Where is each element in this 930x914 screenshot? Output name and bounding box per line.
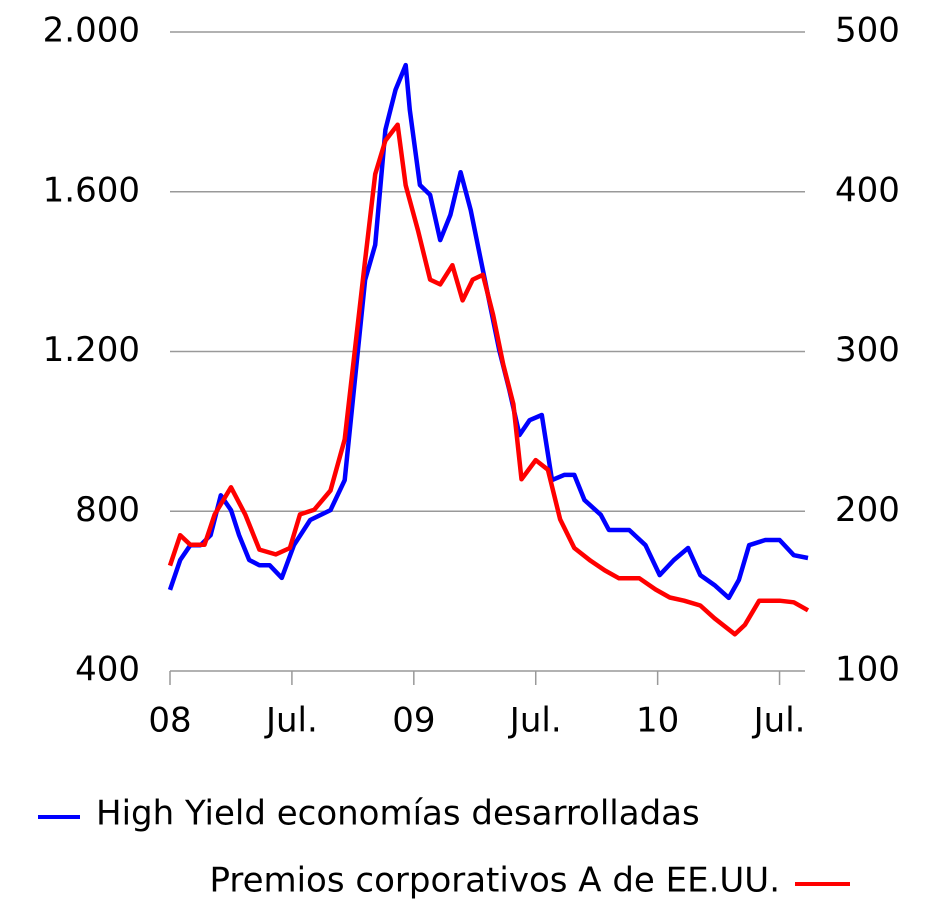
series-line (167, 122, 810, 637)
x-tick-label: 10 (636, 701, 679, 741)
y-tick-label: 1.600 (43, 170, 140, 210)
y2-tick-label: 500 (835, 11, 900, 51)
legend-label: High Yield economías desarrolladas (96, 794, 700, 834)
y-tick-label: 800 (75, 490, 140, 530)
x-tick-label: 09 (392, 701, 435, 741)
x-tick-label: 08 (148, 701, 191, 741)
x-tick-label: Jul. (752, 701, 806, 741)
y-tick-label: 1.200 (43, 330, 140, 370)
y2-tick-label: 100 (835, 650, 900, 690)
y2-tick-label: 200 (835, 490, 900, 530)
y2-tick-label: 300 (835, 330, 900, 370)
x-tick-label: Jul. (508, 701, 562, 741)
x-tick-label: Jul. (264, 701, 318, 741)
y-tick-label: 400 (75, 650, 140, 690)
legend-label: Premios corporativos A de EE.UU. (209, 861, 780, 901)
series-line (167, 62, 809, 601)
y-tick-label: 2.000 (43, 11, 140, 51)
y2-tick-label: 400 (835, 170, 900, 210)
